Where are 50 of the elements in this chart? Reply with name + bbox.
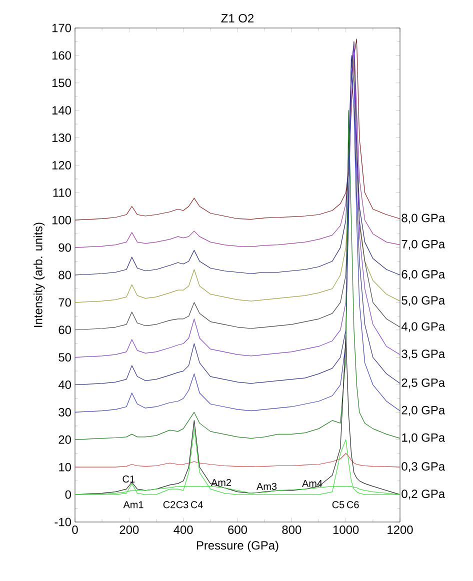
y-tick-label: 80 [58,270,72,280]
y-tick-label: 70 [58,298,72,307]
series-label: 2,5 GPa [402,378,446,388]
chart-title: Z1 O2 [221,14,254,22]
x-tick-label: 400 [174,526,193,534]
annotation: C4 [191,501,203,508]
x-axis-title: Pressure (GPa) [196,540,278,552]
x-tick-label: 600 [228,526,248,534]
y-tick-label: 140 [52,106,72,115]
y-tick-label: 60 [58,326,72,334]
y-axis-title: Intensity (arb. units) [34,222,45,327]
y-tick-label: 90 [58,243,72,252]
series-label: 5,0 GPa [402,296,446,306]
x-tick-label: 0 [72,526,78,534]
series-label: 0,3 GPa [402,462,446,472]
y-tick-label: 100 [52,216,72,224]
series-label: 3,5 GPa [402,350,446,360]
y-tick-label: 110 [53,188,72,197]
series-label: 4,0 GPa [401,322,446,332]
x-tick-label: 1200 [388,526,413,534]
y-tick-label: 30 [58,408,72,416]
y-tick-label: -10 [54,518,72,526]
annotation: Am3 [256,482,277,490]
x-tick-label: 800 [282,526,302,534]
annotation: C2 [163,501,176,508]
annotation: C3 [176,501,188,508]
y-tick-label: 0 [65,490,72,499]
annotation: C5 [332,501,344,508]
annotation: Am1 [123,501,144,508]
y-tick-label: 150 [52,78,72,88]
y-tick-label: 160 [52,51,72,60]
y-tick-label: 170 [52,24,72,32]
y-tick-label: 40 [58,380,72,389]
x-tick-label: 200 [120,526,139,534]
series-label: 0,2 GPa [402,490,446,500]
y-tick-label: 20 [58,435,72,444]
y-tick-label: 10 [59,462,72,472]
annotation: C1 [122,475,135,483]
y-tick-label: 120 [52,160,72,170]
series-label: 1,0 GPa [402,433,446,444]
x-tick-label: 1000 [333,526,359,534]
annotation: Am2 [211,479,231,486]
series-label: 6,0 GPa [402,270,446,280]
annotation: C6 [347,501,359,508]
series-label: 2,0 GPa [402,406,446,416]
series-label: 8,0 GPa [402,214,446,224]
y-tick-label: 130 [52,134,72,142]
series-label: 7,0 GPa [402,240,446,250]
y-tick-label: 50 [58,353,72,362]
annotation: Am4 [302,480,322,487]
